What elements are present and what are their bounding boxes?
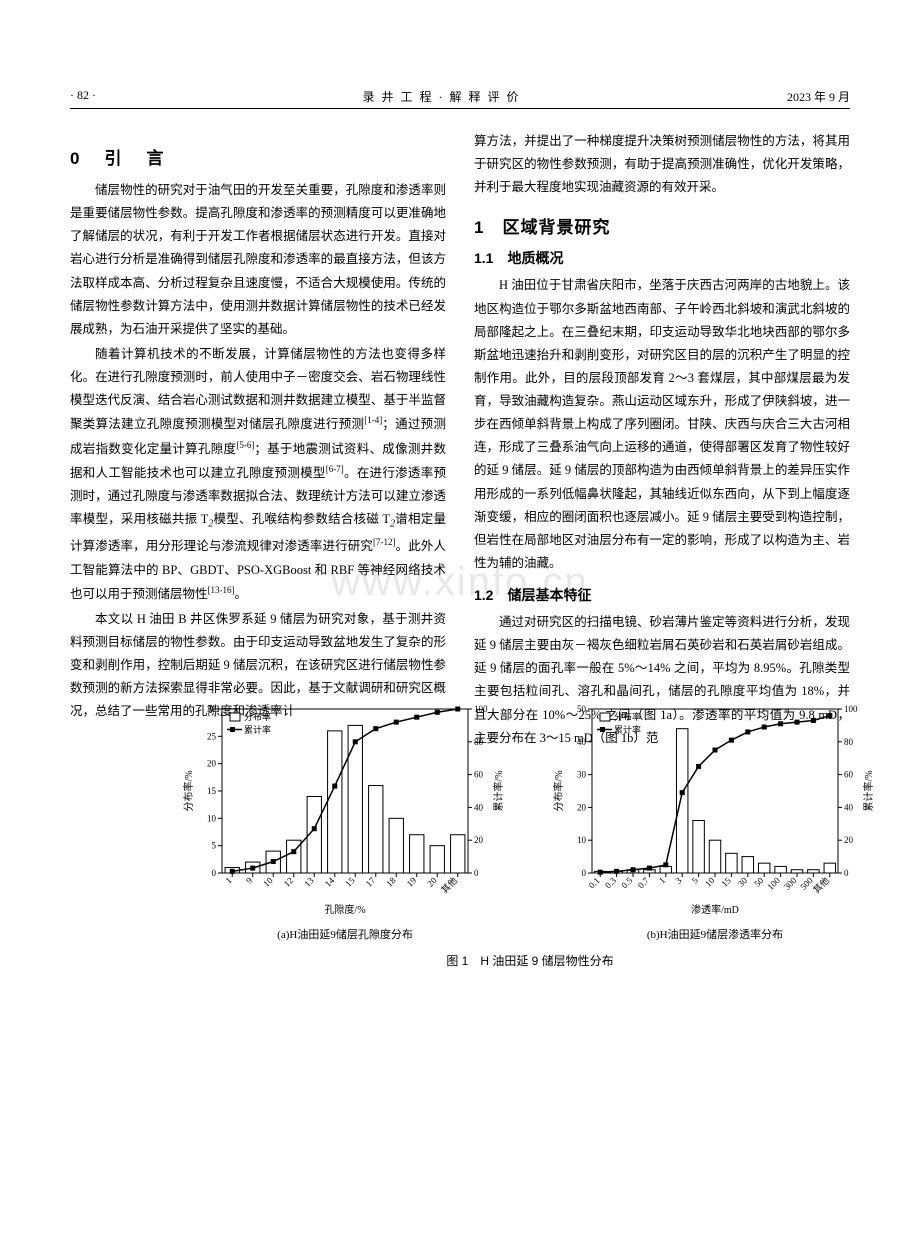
svg-text:0.3: 0.3 [603,875,618,890]
right-column: 算方法，并提出了一种梯度提升决策树预测储层物性的方法，将其用于研究区的物性参数预… [474,130,850,752]
svg-text:25: 25 [207,731,217,741]
svg-text:0: 0 [582,868,587,878]
svg-text:20: 20 [425,875,439,889]
svg-text:累计率: 累计率 [614,724,641,735]
svg-text:5: 5 [212,840,217,850]
svg-text:0: 0 [844,868,849,878]
svg-text:其他: 其他 [439,874,460,895]
figure-1: 0510152025300204060801001910121314151718… [140,697,920,969]
svg-text:13: 13 [302,875,316,889]
svg-text:渗透率/mD: 渗透率/mD [691,903,739,916]
svg-text:19: 19 [405,875,419,889]
chart-b-caption: (b)H油田延9储层渗透率分布 [550,926,880,942]
svg-text:100: 100 [474,704,488,714]
two-column-body: 0 引 言 储层物性的研究对于油气田的开发至关重要，孔隙度和渗透率则是重要储层物… [70,130,850,752]
citation: [5-6] [236,440,254,450]
issue-date: 2023 年 9 月 [787,88,850,105]
chart-b: 010203040500204060801000.10.30.50.713510… [550,697,880,942]
citation: [6-7] [326,464,344,474]
svg-text:累计率: 累计率 [244,724,271,735]
citation: [1-4] [364,415,382,425]
svg-text:0: 0 [474,868,479,878]
text-run: 模型、孔喉结构参数结合核磁 T [213,512,390,526]
svg-text:0.1: 0.1 [587,875,602,890]
svg-text:12: 12 [282,875,295,888]
svg-text:300: 300 [782,875,799,892]
citation: [13-16] [208,585,235,595]
svg-text:其他: 其他 [811,874,832,895]
section-1-heading: 1 区域背景研究 [474,213,850,238]
text-run: 。 [235,587,248,601]
continued-para: 算方法，并提出了一种梯度提升决策树预测储层物性的方法，将其用于研究区的物性参数预… [474,130,850,199]
page-header: · 82 · 录 井 工 程 · 解 释 评 价 2023 年 9 月 [70,88,850,105]
section-0-heading: 0 引 言 [70,144,446,169]
header-rule [70,108,850,109]
svg-text:60: 60 [474,769,484,779]
svg-text:分布率/%: 分布率/% [182,770,195,811]
subsection-1-1-heading: 1.1 地质概况 [474,248,850,268]
svg-text:40: 40 [844,802,854,812]
svg-text:40: 40 [577,737,587,747]
svg-text:30: 30 [736,875,750,889]
svg-text:累计率/%: 累计率/% [492,770,505,811]
svg-text:80: 80 [844,737,854,747]
svg-text:0.5: 0.5 [619,875,634,890]
svg-text:分布率: 分布率 [614,711,641,722]
chart-a: 0 5 10 15 20 25 30 0 20 40 60 80 100 19 10 12 13 14 15 17 18… [180,697,510,942]
svg-text:30: 30 [207,704,217,714]
svg-text:10: 10 [261,875,275,889]
subsection-1-2-heading: 1.2 储层基本特征 [474,585,850,605]
svg-text:15: 15 [343,875,357,889]
svg-text:累计率/%: 累计率/% [862,770,875,811]
journal-title: 录 井 工 程 · 解 释 评 价 [362,88,520,105]
svg-text:50: 50 [752,875,766,889]
svg-text:50: 50 [577,704,587,714]
left-column: 0 引 言 储层物性的研究对于油气田的开发至关重要，孔隙度和渗透率则是重要储层物… [70,130,446,752]
svg-text:0.7: 0.7 [636,875,651,890]
svg-text:14: 14 [323,875,337,889]
svg-text:60: 60 [844,769,854,779]
intro-para-1: 储层物性的研究对于油气田的开发至关重要，孔隙度和渗透率则是重要储层物性参数。提高… [70,179,446,341]
intro-para-2: 随着计算机技术的不断发展，计算储层物性的方法也变得多样化。在进行孔隙度预测时，前… [70,343,446,606]
svg-text:分布率/%: 分布率/% [552,770,565,811]
svg-text:10: 10 [577,835,587,845]
svg-text:40: 40 [474,802,484,812]
svg-text:80: 80 [474,737,484,747]
svg-text:18: 18 [384,875,398,889]
svg-text:17: 17 [364,875,378,889]
svg-text:20: 20 [207,758,217,768]
citation: [7-12] [373,537,396,547]
figure-caption: 图 1 H 油田延 9 储层物性分布 [140,952,920,969]
chart-a-caption: (a)H油田延9储层孔隙度分布 [180,926,510,942]
svg-text:15: 15 [207,786,217,796]
geology-para: H 油田位于甘肃省庆阳市，坐落于庆西古河两岸的古地貌上。该地区构造位于鄂尔多斯盆… [474,274,850,575]
svg-text:10: 10 [207,813,217,823]
svg-text:0: 0 [212,868,217,878]
svg-text:100: 100 [844,704,858,714]
svg-text:20: 20 [577,802,587,812]
page-number: · 82 · [70,88,96,105]
svg-text:20: 20 [474,835,484,845]
svg-text:100: 100 [765,875,782,892]
svg-text:30: 30 [577,769,587,779]
svg-text:15: 15 [719,875,733,889]
svg-text:分布率: 分布率 [244,711,271,722]
svg-text:10: 10 [703,875,717,889]
svg-text:孔隙度/%: 孔隙度/% [324,903,365,916]
svg-text:20: 20 [844,835,854,845]
